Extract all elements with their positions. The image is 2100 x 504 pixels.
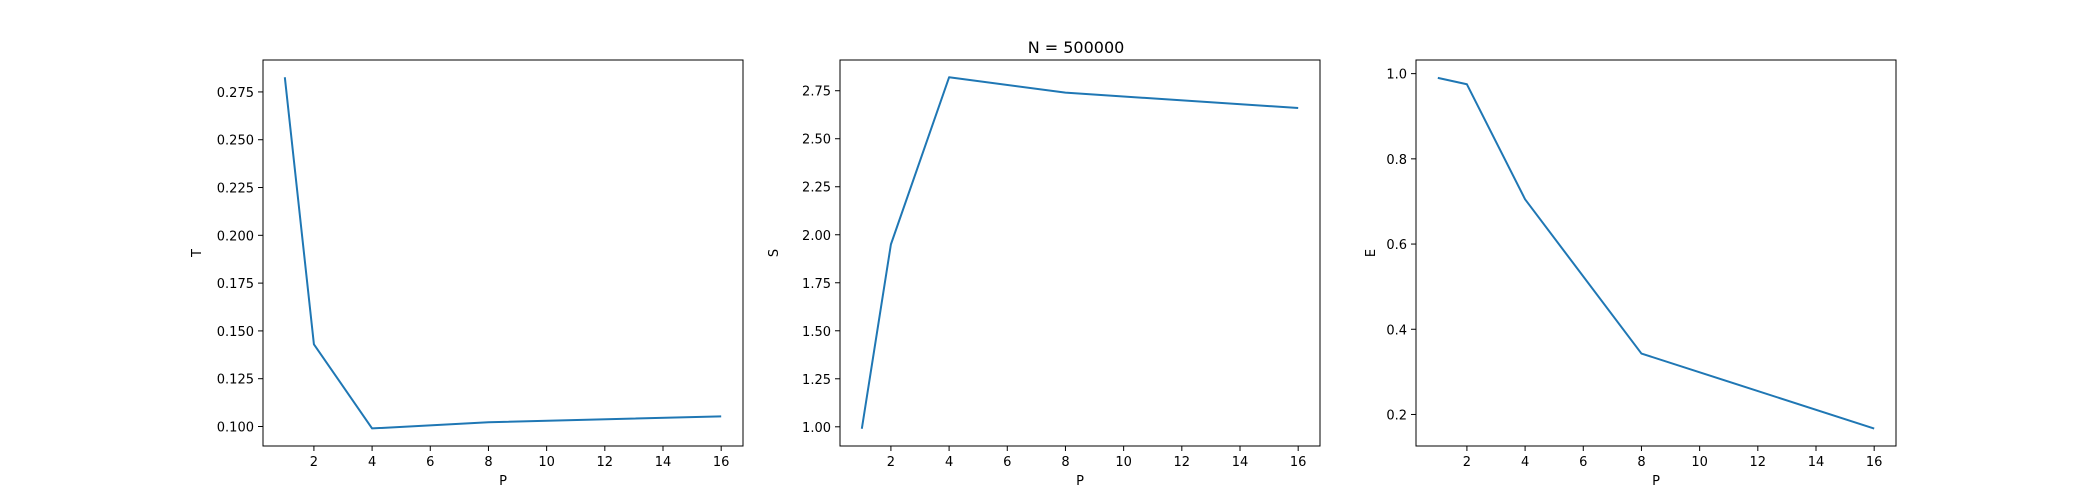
x-tick-label: 16	[1290, 455, 1307, 470]
y-tick-label: 2.25	[802, 181, 831, 196]
x-tick-label: 12	[1174, 455, 1191, 470]
y-tick-label: 1.50	[802, 325, 831, 340]
y-tick-label: 1.25	[802, 373, 831, 388]
x-tick-label: 16	[1866, 455, 1883, 470]
x-tick-label: 4	[945, 455, 953, 470]
x-axis-label-time: P	[499, 474, 507, 489]
x-tick-label: 4	[368, 455, 376, 470]
x-tick-label: 8	[1637, 455, 1645, 470]
series-line-time	[283, 77, 722, 430]
y-tick-label: 0.225	[217, 182, 254, 197]
y-tick-label: 0.2	[1386, 408, 1407, 423]
series-line-efficiency	[1437, 76, 1875, 430]
x-tick-label: 10	[1691, 455, 1708, 470]
x-tick-label: 12	[597, 455, 614, 470]
x-tick-label: 2	[310, 455, 318, 470]
subplot-speedup: 2 4 6 8 10 12 14 16 1.00 1.25 1.50 1.75 2.00 2.25 2.50…	[767, 59, 1321, 489]
subplots: 2 4 6 8 10 12 14 16 0.100 0.125 0.150 0.175 0.200 0.2…	[190, 59, 1897, 489]
y-axis-label-time: T	[190, 249, 205, 258]
y-tick-label: 1.75	[802, 277, 831, 292]
axes-frame-time	[262, 59, 744, 447]
x-tick-label: 8	[484, 455, 492, 470]
y-axis-label-efficiency: E	[1364, 249, 1379, 257]
y-tick-label: 1.0	[1386, 68, 1407, 83]
x-axis-label-efficiency: P	[1652, 474, 1660, 489]
x-tick-label: 6	[426, 455, 434, 470]
y-tick-label: 0.6	[1386, 238, 1407, 253]
axes-frame-speedup	[839, 59, 1321, 447]
y-tick-label: 0.200	[217, 229, 254, 244]
y-axis-label-speedup: S	[767, 249, 782, 257]
y-tick-label: 0.125	[217, 373, 254, 388]
x-tick-label: 4	[1521, 455, 1529, 470]
x-tick-label: 16	[713, 455, 730, 470]
y-tick-label: 0.100	[217, 420, 254, 435]
x-tick-label: 12	[1750, 455, 1767, 470]
x-tick-label: 2	[1463, 455, 1471, 470]
x-tick-label: 14	[1808, 455, 1825, 470]
y-tick-label: 0.175	[217, 277, 254, 292]
x-tick-label: 14	[1232, 455, 1249, 470]
y-tick-label: 2.75	[802, 85, 831, 100]
x-tick-label: 2	[887, 455, 895, 470]
y-tick-label: 0.250	[217, 134, 254, 149]
subplot-efficiency: 2 4 6 8 10 12 14 16 0.2 0.4 0.6 0.8 1.0 P E	[1364, 59, 1897, 489]
x-axis-label-speedup: P	[1076, 474, 1084, 489]
y-tick-label: 1.00	[802, 421, 831, 436]
y-tick-label: 2.50	[802, 133, 831, 148]
x-tick-label: 14	[655, 455, 672, 470]
y-tick-label: 0.8	[1386, 153, 1407, 168]
y-tick-label: 0.4	[1386, 323, 1407, 338]
y-tick-label: 0.275	[217, 86, 254, 101]
x-tick-label: 10	[1115, 455, 1132, 470]
subplot-time: 2 4 6 8 10 12 14 16 0.100 0.125 0.150 0.175 0.200 0.2…	[190, 59, 744, 489]
series-line-speedup	[860, 76, 1299, 429]
x-tick-label: 10	[538, 455, 555, 470]
figure-suptitle: N = 500000	[1028, 38, 1125, 57]
axes-frame-efficiency	[1415, 59, 1897, 447]
y-tick-label: 0.150	[217, 325, 254, 340]
x-tick-label: 8	[1061, 455, 1069, 470]
x-tick-label: 6	[1579, 455, 1587, 470]
y-tick-label: 2.00	[802, 229, 831, 244]
x-tick-label: 6	[1003, 455, 1011, 470]
